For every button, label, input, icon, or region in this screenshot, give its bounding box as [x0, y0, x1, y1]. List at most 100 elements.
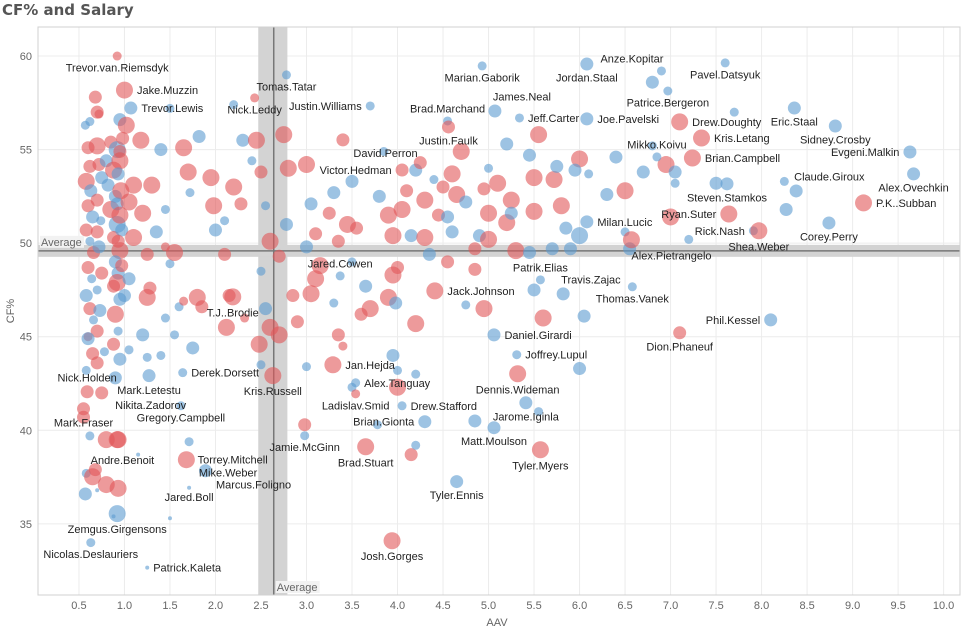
data-point: [580, 112, 594, 126]
x-tick-label: 10.0: [933, 600, 954, 612]
data-point: [224, 288, 242, 306]
data-point: [217, 318, 235, 336]
data-point: [307, 270, 325, 288]
data-point: [156, 350, 166, 360]
data-point: [112, 51, 122, 61]
data-point: [487, 328, 501, 342]
data-point: [347, 257, 357, 267]
data-point: [404, 229, 418, 243]
data-point: [81, 365, 91, 375]
data-point: [647, 141, 657, 151]
point-label: Patrick.Kaleta: [153, 563, 222, 575]
data-point: [627, 282, 637, 292]
point-label: Marian.Gaborik: [445, 72, 521, 84]
x-tick-label: 1.0: [117, 600, 132, 612]
point-label: Evgeni.Malkin: [831, 147, 899, 159]
data-point: [81, 260, 95, 274]
data-point: [176, 401, 186, 411]
chart-title: CF% and Salary: [2, 1, 134, 19]
point-label: Mark.Fraser: [54, 417, 114, 429]
y-tick-label: 50: [20, 238, 32, 250]
data-point: [534, 407, 544, 417]
data-point: [404, 448, 418, 462]
data-point: [411, 440, 421, 450]
data-point: [167, 516, 172, 521]
data-point: [379, 206, 397, 224]
data-point: [487, 421, 501, 435]
data-point: [391, 260, 405, 274]
x-tick-label: 4.0: [390, 600, 405, 612]
point-label: Mark.Letestu: [117, 385, 181, 397]
data-point: [154, 143, 168, 157]
data-point: [95, 386, 109, 400]
data-point: [411, 369, 421, 379]
data-point: [165, 259, 175, 269]
data-point: [527, 283, 541, 297]
data-point: [90, 356, 104, 370]
data-point: [683, 149, 701, 167]
point-label: Alex.Ovechkin: [878, 182, 948, 194]
data-point: [512, 350, 522, 360]
y-tick-label: 55: [20, 145, 32, 157]
data-point: [361, 300, 379, 318]
data-point: [534, 309, 552, 327]
data-point: [383, 532, 401, 550]
data-point: [789, 184, 803, 198]
data-point: [422, 247, 436, 261]
point-label: Dennis.Wideman: [476, 384, 560, 396]
data-point: [220, 216, 230, 226]
data-point: [229, 100, 239, 110]
data-point: [652, 152, 662, 162]
point-label: Nikita.Zadorov: [115, 400, 186, 412]
x-tick-label: 6.0: [572, 600, 587, 612]
data-point: [143, 176, 161, 194]
y-average-label: Average: [41, 237, 82, 249]
data-point: [350, 221, 364, 235]
data-point: [400, 184, 414, 198]
data-point: [709, 176, 723, 190]
point-label: Tyler.Ennis: [430, 490, 484, 502]
point-label: Jarome.Iginla: [493, 411, 560, 423]
data-point: [525, 169, 543, 187]
data-point: [86, 210, 100, 224]
data-point: [488, 104, 502, 118]
data-point: [531, 441, 549, 459]
data-point: [324, 356, 342, 374]
data-point: [240, 313, 250, 323]
y-tick-label: 60: [20, 51, 32, 63]
data-point: [372, 189, 386, 203]
data-point: [275, 126, 293, 144]
data-point: [504, 206, 518, 220]
point-label: Justin.Williams: [289, 101, 362, 113]
x-tick-label: 5.5: [526, 600, 541, 612]
data-point: [351, 389, 361, 399]
data-point: [218, 247, 232, 261]
data-point: [136, 328, 150, 342]
point-label: Andre.Benoit: [91, 455, 155, 467]
data-point: [445, 225, 459, 239]
point-label: Anze.Kopitar: [600, 53, 663, 65]
x-tick-label: 2.5: [253, 600, 268, 612]
data-point: [83, 302, 97, 316]
point-label: Patrice.Bergeron: [627, 98, 710, 110]
data-point: [208, 223, 222, 237]
data-point: [261, 201, 271, 211]
point-label: Eric.Staal: [771, 117, 818, 129]
point-label: Jordan.Staal: [556, 73, 618, 85]
data-point: [264, 367, 282, 385]
x-axis-label: AAV: [486, 617, 508, 629]
x-tick-label: 7.0: [663, 600, 678, 612]
data-point: [281, 70, 291, 80]
point-label: Jeff.Carter: [528, 113, 579, 125]
point-label: Tomas.Tatar: [257, 81, 317, 93]
data-point: [85, 431, 95, 441]
data-point: [389, 296, 403, 310]
data-point: [115, 223, 129, 237]
point-label: David.Perron: [353, 148, 417, 160]
data-point: [335, 271, 345, 281]
point-label: Sidney.Crosby: [800, 135, 871, 147]
x-tick-label: 0.5: [71, 600, 86, 612]
data-point: [459, 195, 473, 209]
data-point: [113, 352, 127, 366]
data-point: [345, 174, 359, 188]
